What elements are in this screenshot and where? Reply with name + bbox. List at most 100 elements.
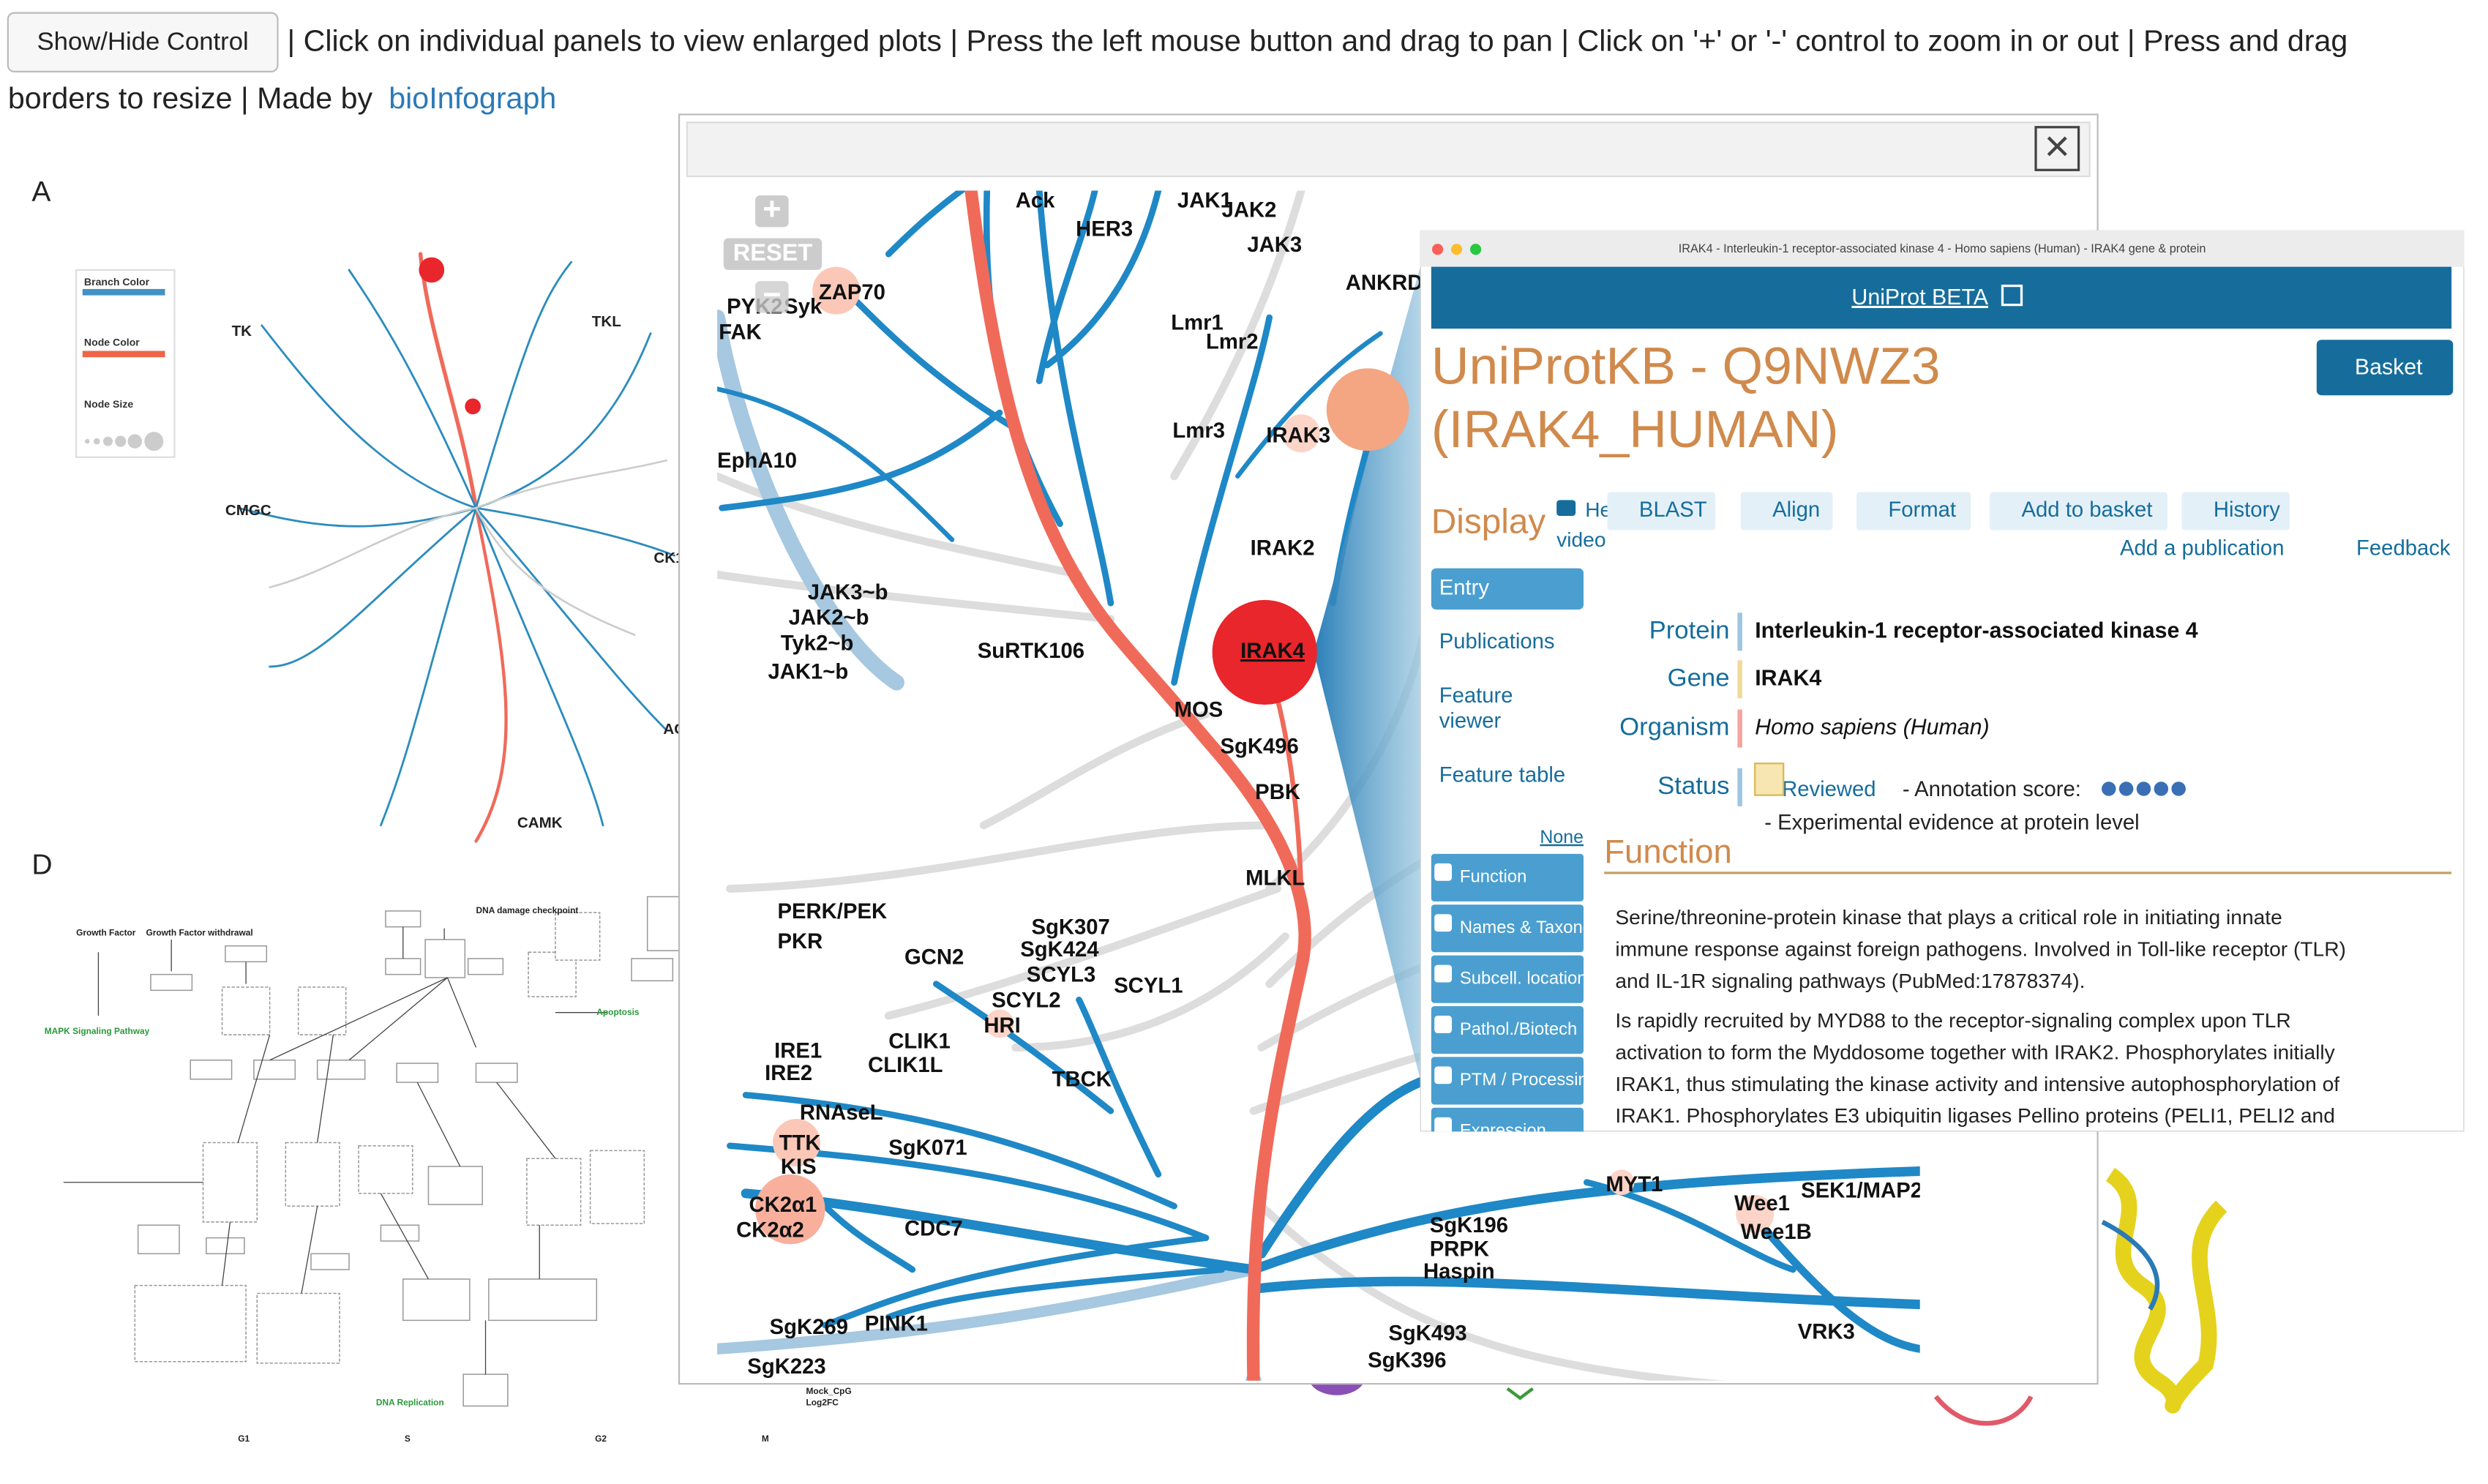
section-row[interactable]	[1431, 1057, 1584, 1105]
banner-link[interactable]: UniProt BETA	[1851, 285, 1988, 310]
kinase-label[interactable]: PBK	[1255, 781, 1300, 804]
nav-item[interactable]: viewer	[1439, 710, 1502, 733]
section-label[interactable]: Names & Taxono	[1460, 918, 1592, 937]
kinase-label[interactable]: SgK493	[1388, 1322, 1466, 1346]
tool-button[interactable]	[2181, 492, 2290, 531]
kinase-label[interactable]: IRAK2	[1251, 536, 1315, 560]
tool-button[interactable]	[1856, 492, 1971, 531]
window-dot[interactable]	[1469, 244, 1482, 255]
section-row[interactable]	[1431, 904, 1584, 953]
section-row[interactable]	[1431, 955, 1584, 1003]
kinase-label[interactable]: PKR	[777, 930, 823, 953]
reviewed-link[interactable]: Reviewed	[1782, 778, 1876, 801]
basket-label[interactable]: Basket	[2355, 355, 2423, 379]
checkbox[interactable]	[1434, 1117, 1453, 1135]
kinase-label[interactable]: SgK496	[1220, 735, 1298, 758]
kinase-label[interactable]: MOS	[1174, 698, 1224, 722]
kinase-label[interactable]: Lmr2	[1206, 330, 1259, 353]
kinase-label[interactable]: Syk	[784, 296, 823, 319]
kinase-label[interactable]: JAK2~b	[789, 607, 869, 630]
none-link[interactable]: None	[1540, 827, 1584, 847]
kinase-label[interactable]: SCYL2	[992, 989, 1060, 1012]
section-row[interactable]	[1431, 853, 1584, 902]
section-label[interactable]: Expression	[1460, 1121, 1546, 1141]
section-row[interactable]	[1431, 1006, 1584, 1054]
checkbox[interactable]	[1434, 1066, 1453, 1084]
kinase-label[interactable]: JAK1~b	[768, 660, 848, 683]
kinase-label[interactable]: SgK071	[888, 1136, 967, 1160]
kinase-label[interactable]: Tyk2~b	[781, 632, 854, 655]
section-label[interactable]: Subcell. location	[1460, 968, 1587, 988]
kinase-label[interactable]: PRPK	[1430, 1238, 1489, 1262]
kinase-label[interactable]: SgK396	[1368, 1349, 1446, 1372]
checkbox[interactable]	[1434, 914, 1453, 932]
selected-kinase[interactable]: IRAK4	[1240, 640, 1305, 663]
kinase-label[interactable]: IRAK3	[1266, 424, 1330, 447]
reset-button[interactable]	[723, 238, 823, 270]
close-button[interactable]	[2034, 126, 2080, 171]
kinase-label[interactable]: HRI	[983, 1014, 1020, 1038]
toggle-button-label[interactable]: Show/Hide Control	[37, 28, 249, 56]
close-button-label[interactable]: ×	[2045, 121, 2070, 170]
section-label[interactable]: Function	[1460, 867, 1526, 887]
section-row[interactable]	[1431, 1107, 1584, 1155]
kinase-label[interactable]: Ack	[1016, 189, 1055, 212]
tool-button[interactable]	[1607, 492, 1716, 531]
kinase-label[interactable]: SgK223	[747, 1355, 825, 1379]
kinase-label[interactable]: IRE1	[774, 1040, 822, 1063]
kinase-label[interactable]: SuRTK106	[978, 640, 1084, 663]
zoom-in-label[interactable]: +	[762, 192, 781, 227]
kinase-label[interactable]: SgK424	[1020, 938, 1099, 962]
nav-item[interactable]: Feature	[1439, 684, 1513, 708]
zoom-out[interactable]	[755, 281, 789, 313]
kinome-thumbnail[interactable]: Branch Color Node Color Node Size TK TKL CMGC…	[75, 252, 697, 843]
kinase-label[interactable]: MYT1	[1605, 1173, 1663, 1196]
kinase-label[interactable]: SCYL3	[1027, 964, 1095, 987]
window-dot[interactable]	[1431, 244, 1444, 255]
kinase-label[interactable]: JAK3~b	[808, 581, 888, 604]
tool-button[interactable]	[1990, 492, 2167, 531]
tool-label[interactable]: History	[2214, 498, 2280, 522]
selected-node[interactable]	[1212, 599, 1317, 705]
kinase-label[interactable]: CK2α2	[736, 1219, 804, 1243]
kinase-label[interactable]: ANKRD	[1346, 271, 1423, 295]
kinase-label[interactable]: SEK1/MAP2	[1801, 1179, 1922, 1202]
author-link[interactable]: bioInfograph	[389, 81, 556, 115]
kinase-label[interactable]: ZAP70	[819, 281, 885, 304]
kinase-label[interactable]: SCYL1	[1114, 975, 1183, 998]
kinase-label[interactable]: EphA10	[717, 449, 797, 473]
section-label[interactable]: PTM / Processin	[1460, 1070, 1588, 1090]
kinase-label[interactable]: RNAseL	[800, 1101, 883, 1125]
kinase-label[interactable]: JAK3	[1247, 233, 1302, 257]
tool-label[interactable]: Format	[1888, 498, 1956, 522]
kinase-label[interactable]: SgK269	[770, 1316, 848, 1339]
kinase-label[interactable]: HER3	[1076, 217, 1133, 241]
publication-link[interactable]: Add a publication	[2120, 536, 2285, 560]
nav-item[interactable]: Publications	[1439, 630, 1555, 653]
kinase-label[interactable]: JAK1	[1177, 189, 1232, 212]
basket-button[interactable]	[2316, 340, 2454, 396]
zoom-out-label[interactable]: −	[762, 277, 781, 312]
help-link[interactable]: video	[1556, 528, 1605, 551]
kinase-label[interactable]: CK2α1	[749, 1193, 817, 1217]
kinase-label[interactable]: PERK/PEK	[777, 900, 887, 923]
kinase-label[interactable]: VRK3	[1798, 1320, 1855, 1344]
zoom-in[interactable]	[755, 195, 789, 228]
kinase-label[interactable]: Haspin	[1423, 1260, 1495, 1283]
checkbox[interactable]	[1434, 1016, 1453, 1033]
toggle-button[interactable]	[7, 12, 279, 72]
kinase-label[interactable]: GCN2	[904, 946, 964, 970]
kinase-label[interactable]: FAK	[719, 321, 762, 344]
nav-item[interactable]: Feature table	[1439, 763, 1565, 787]
kinase-label[interactable]: JAK2	[1222, 198, 1277, 222]
kinase-label[interactable]: IRE2	[765, 1062, 812, 1085]
tool-label[interactable]: BLAST	[1639, 498, 1707, 522]
checkbox[interactable]	[1434, 964, 1453, 983]
kinase-label[interactable]: CLIK1L	[868, 1054, 943, 1077]
kinase-label[interactable]: MLKL	[1245, 866, 1305, 890]
kinase-label[interactable]: PINK1	[865, 1313, 928, 1336]
kinase-label[interactable]: TBCK	[1052, 1068, 1112, 1092]
kinase-label[interactable]: KIS	[781, 1155, 817, 1179]
kinase-label[interactable]: Wee1	[1734, 1192, 1790, 1215]
